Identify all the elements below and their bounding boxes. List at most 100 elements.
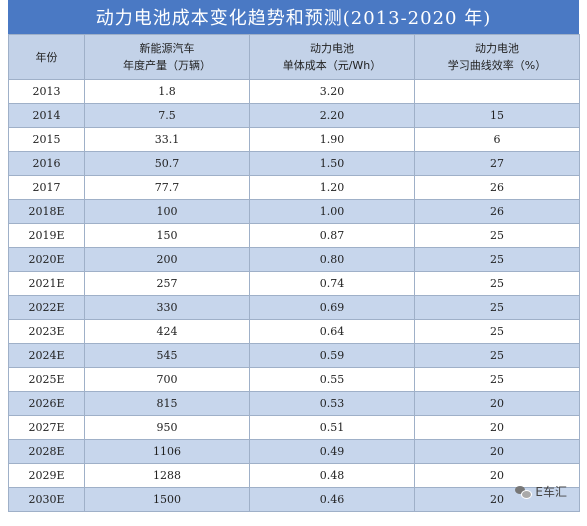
wechat-icon	[515, 485, 533, 499]
cell-cost: 1.90	[249, 127, 415, 152]
cell-cost: 0.74	[249, 271, 415, 296]
cell-year: 2018E	[8, 199, 85, 224]
data-table: 年份 新能源汽车 年度产量（万辆） 动力电池 单体成本（元/Wh） 动力电池 学…	[8, 34, 580, 512]
cell-learning	[414, 79, 580, 104]
table-row: 2016 50.7 1.50 27	[8, 151, 580, 176]
header-learning-line1: 动力电池	[475, 42, 519, 55]
watermark: E车汇	[515, 483, 567, 500]
watermark-text: E车汇	[535, 485, 567, 499]
cell-year: 2015	[8, 127, 85, 152]
cell-cost: 0.64	[249, 319, 415, 344]
table-title: 动力电池成本变化趋势和预测(2013-2020 年)	[8, 0, 579, 34]
cell-year: 2019E	[8, 223, 85, 248]
cell-learning: 15	[414, 103, 580, 128]
cell-cost: 0.48	[249, 463, 415, 488]
table-row: 2017 77.7 1.20 26	[8, 175, 580, 200]
cell-cost: 0.59	[249, 343, 415, 368]
cell-year: 2028E	[8, 439, 85, 464]
cell-cost: 3.20	[249, 79, 415, 104]
cell-learning: 25	[414, 319, 580, 344]
cell-production: 545	[84, 343, 250, 368]
table-row: 2023E 424 0.64 25	[8, 319, 580, 344]
cell-learning: 27	[414, 151, 580, 176]
header-learning: 动力电池 学习曲线效率（%）	[414, 34, 580, 80]
cell-cost: 0.55	[249, 367, 415, 392]
cell-cost: 0.80	[249, 247, 415, 272]
header-learning-line2: 学习曲线效率（%）	[447, 59, 547, 72]
cell-year: 2024E	[8, 343, 85, 368]
table-row: 2019E 150 0.87 25	[8, 223, 580, 248]
cell-year: 2013	[8, 79, 85, 104]
table-row: 2029E 1288 0.48 20	[8, 463, 580, 488]
cell-year: 2016	[8, 151, 85, 176]
cell-year: 2029E	[8, 463, 85, 488]
cell-learning: 26	[414, 199, 580, 224]
table-row: 2021E 257 0.74 25	[8, 271, 580, 296]
cell-production: 1288	[84, 463, 250, 488]
table-row: 2025E 700 0.55 25	[8, 367, 580, 392]
cell-learning: 20	[414, 391, 580, 416]
table-row: 2028E 1106 0.49 20	[8, 439, 580, 464]
cell-production: 257	[84, 271, 250, 296]
table-row: 2015 33.1 1.90 6	[8, 127, 580, 152]
cell-year: 2025E	[8, 367, 85, 392]
cell-learning: 20	[414, 463, 580, 488]
cell-year: 2023E	[8, 319, 85, 344]
cell-learning: 25	[414, 223, 580, 248]
cell-production: 100	[84, 199, 250, 224]
table-row: 2027E 950 0.51 20	[8, 415, 580, 440]
table-row: 2024E 545 0.59 25	[8, 343, 580, 368]
cell-learning: 25	[414, 271, 580, 296]
cell-production: 1.8	[84, 79, 250, 104]
cell-cost: 0.53	[249, 391, 415, 416]
cell-production: 330	[84, 295, 250, 320]
header-production-line1: 新能源汽车	[139, 42, 195, 55]
cell-learning: 25	[414, 343, 580, 368]
cell-year: 2017	[8, 175, 85, 200]
header-production-line2: 年度产量（万辆）	[123, 59, 211, 72]
cell-production: 200	[84, 247, 250, 272]
cell-production: 33.1	[84, 127, 250, 152]
cell-year: 2030E	[8, 487, 85, 512]
table-row: 2020E 200 0.80 25	[8, 247, 580, 272]
cell-cost: 0.46	[249, 487, 415, 512]
table-row: 2018E 100 1.00 26	[8, 199, 580, 224]
cell-learning: 25	[414, 247, 580, 272]
cell-cost: 0.49	[249, 439, 415, 464]
cell-learning: 20	[414, 439, 580, 464]
cell-learning: 26	[414, 175, 580, 200]
cell-year: 2022E	[8, 295, 85, 320]
cell-production: 1500	[84, 487, 250, 512]
header-cost: 动力电池 单体成本（元/Wh）	[249, 34, 415, 80]
header-row: 年份 新能源汽车 年度产量（万辆） 动力电池 单体成本（元/Wh） 动力电池 学…	[8, 34, 580, 80]
cell-year: 2020E	[8, 247, 85, 272]
header-production: 新能源汽车 年度产量（万辆）	[84, 34, 250, 80]
cell-cost: 0.69	[249, 295, 415, 320]
cell-production: 77.7	[84, 175, 250, 200]
cell-cost: 1.20	[249, 175, 415, 200]
table-row: 2013 1.8 3.20	[8, 79, 580, 104]
cell-learning: 20	[414, 487, 580, 512]
header-cost-line1: 动力电池	[310, 42, 354, 55]
cell-cost: 1.00	[249, 199, 415, 224]
cell-learning: 6	[414, 127, 580, 152]
cell-learning: 25	[414, 367, 580, 392]
cell-learning: 20	[414, 415, 580, 440]
header-year-label: 年份	[35, 50, 58, 64]
cell-production: 150	[84, 223, 250, 248]
table-row: 2030E 1500 0.46 20	[8, 487, 580, 512]
cell-cost: 1.50	[249, 151, 415, 176]
cell-production: 1106	[84, 439, 250, 464]
cell-production: 7.5	[84, 103, 250, 128]
cell-year: 2014	[8, 103, 85, 128]
table-row: 2022E 330 0.69 25	[8, 295, 580, 320]
cell-year: 2021E	[8, 271, 85, 296]
cell-production: 815	[84, 391, 250, 416]
table-row: 2026E 815 0.53 20	[8, 391, 580, 416]
table-row: 2014 7.5 2.20 15	[8, 103, 580, 128]
cell-year: 2027E	[8, 415, 85, 440]
cell-production: 424	[84, 319, 250, 344]
cell-learning: 25	[414, 295, 580, 320]
header-year: 年份	[8, 34, 85, 80]
cell-cost: 2.20	[249, 103, 415, 128]
